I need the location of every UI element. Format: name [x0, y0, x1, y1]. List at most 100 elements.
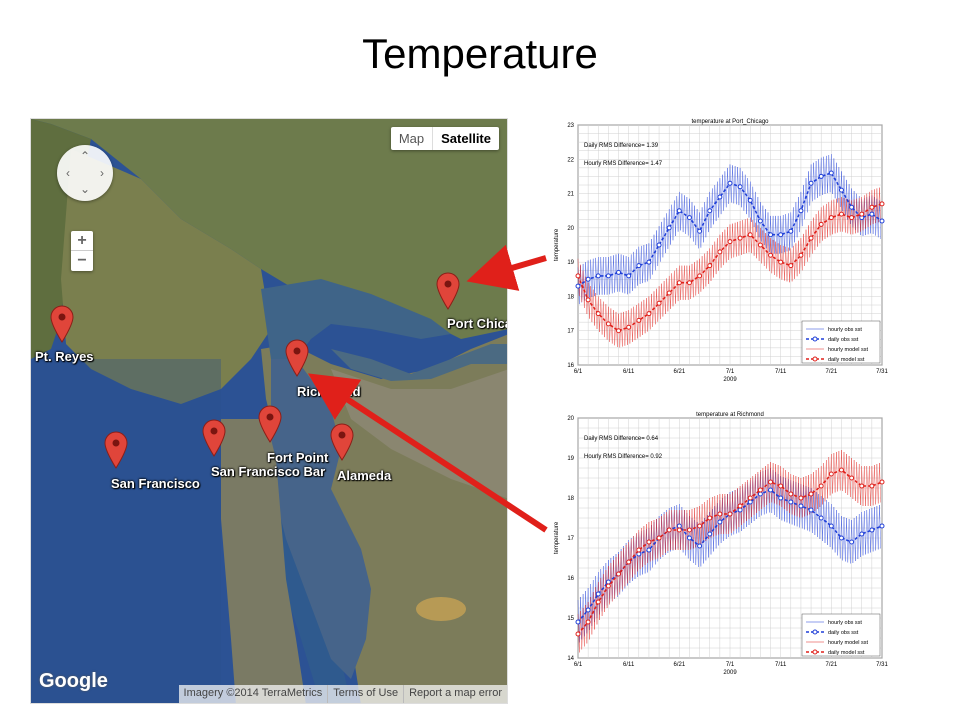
data-point	[595, 591, 601, 597]
data-point	[838, 535, 844, 541]
data-point	[646, 259, 652, 265]
chart-svg: temperature at Richmond 14 15 16 17 18 19 20 6/1…	[554, 412, 888, 676]
data-point	[808, 180, 814, 186]
map-pin-icon[interactable]	[435, 272, 461, 310]
data-point	[737, 184, 743, 190]
data-point	[727, 180, 733, 186]
pan-control[interactable]: ⌃ ⌄ ‹ ›	[57, 145, 113, 201]
x-tick-label: 7/31	[876, 662, 888, 668]
marker-label: Port Chica	[447, 316, 508, 331]
data-point	[737, 507, 743, 513]
rms-annotation: Daily RMS Difference= 0.64	[584, 436, 659, 442]
map-pin-icon[interactable]	[329, 423, 355, 461]
data-point	[879, 201, 885, 207]
pan-left-icon[interactable]: ‹	[66, 166, 70, 180]
x-tick-label: 7/31	[876, 369, 888, 375]
legend-label: daily model sst	[828, 357, 865, 363]
report-map-error-link[interactable]: Report a map error	[403, 685, 507, 703]
data-point	[798, 503, 804, 509]
data-point	[798, 495, 804, 501]
map-pin-icon[interactable]	[284, 339, 310, 377]
data-point	[737, 235, 743, 241]
data-point	[605, 321, 611, 327]
map-type-control: Map Satellite	[390, 127, 499, 150]
data-point	[676, 280, 682, 286]
data-point	[727, 239, 733, 245]
map-pin-icon[interactable]	[201, 419, 227, 457]
data-point	[585, 297, 591, 303]
map-pin-icon[interactable]	[49, 305, 75, 343]
data-point	[818, 515, 824, 521]
data-point	[595, 311, 601, 317]
zoom-out-button[interactable]: −	[77, 252, 87, 269]
data-point	[838, 187, 844, 193]
data-point	[686, 535, 692, 541]
data-point	[717, 194, 723, 200]
pan-down-icon[interactable]: ⌄	[79, 182, 91, 196]
data-point	[778, 232, 784, 238]
pan-up-icon[interactable]: ⌃	[79, 149, 91, 163]
data-point	[717, 519, 723, 525]
zoom-control: + −	[71, 231, 93, 271]
data-point	[626, 273, 632, 279]
data-point	[808, 491, 814, 497]
legend-marker	[812, 356, 818, 362]
data-point	[808, 235, 814, 241]
data-point	[849, 204, 855, 210]
data-point	[869, 204, 875, 210]
rms-annotation: Daily RMS Difference= 1.39	[584, 143, 659, 149]
y-tick-label: 20	[567, 416, 574, 422]
data-point	[707, 531, 713, 537]
port-chicago-chart: temperature at Port_Chicago 16 17 18 19 20 21 2…	[540, 115, 890, 385]
data-point	[869, 527, 875, 533]
y-tick-label: 14	[567, 656, 574, 662]
data-point	[686, 527, 692, 533]
data-point	[666, 527, 672, 533]
map-pin-icon[interactable]	[103, 431, 129, 469]
data-point	[636, 317, 642, 323]
data-point	[859, 483, 865, 489]
y-tick-label: 16	[567, 363, 574, 369]
data-point	[626, 559, 632, 565]
data-point	[778, 483, 784, 489]
data-point	[828, 215, 834, 221]
data-point	[879, 479, 885, 485]
x-tick-label: 7/21	[825, 369, 837, 375]
data-point	[676, 523, 682, 529]
data-point	[768, 487, 774, 493]
richmond-chart: temperature at Richmond 14 15 16 17 18 19 20 6/1…	[540, 408, 890, 678]
data-point	[828, 523, 834, 529]
imagery-attribution: Imagery ©2014 TerraMetrics	[183, 687, 323, 699]
data-point	[869, 211, 875, 217]
legend-label: daily obs sst	[828, 337, 859, 343]
y-tick-label: 17	[567, 329, 574, 335]
legend-marker	[812, 629, 818, 635]
data-point	[585, 619, 591, 625]
data-point	[859, 531, 865, 537]
data-point	[818, 221, 824, 227]
terms-of-use-link[interactable]: Terms of Use	[327, 685, 403, 703]
y-tick-label: 23	[567, 123, 574, 129]
x-tick-label: 7/11	[775, 662, 787, 668]
x-tick-label: 6/11	[623, 369, 635, 375]
data-point	[828, 170, 834, 176]
data-point	[778, 259, 784, 265]
map-type-map-button[interactable]: Map	[391, 127, 434, 150]
y-tick-label: 15	[567, 616, 574, 622]
map-type-satellite-button[interactable]: Satellite	[441, 131, 491, 146]
map-view[interactable]: Map Satellite ⌃ ⌄ ‹ › + − Pt. Reyes San F…	[30, 118, 508, 704]
zoom-in-button[interactable]: +	[71, 231, 93, 251]
pan-right-icon[interactable]: ›	[100, 166, 104, 180]
data-point	[747, 499, 753, 505]
legend-label: hourly model sst	[828, 640, 869, 646]
legend-marker	[812, 336, 818, 342]
map-attribution: Imagery ©2014 TerraMetrics Terms of Use …	[178, 685, 507, 703]
marker-label: Fort Point	[267, 450, 329, 465]
y-tick-label: 18	[567, 496, 574, 502]
data-point	[828, 471, 834, 477]
map-pin-icon[interactable]	[257, 405, 283, 443]
data-point	[879, 218, 885, 224]
data-point	[585, 607, 591, 613]
data-point	[605, 273, 611, 279]
data-point	[656, 300, 662, 306]
